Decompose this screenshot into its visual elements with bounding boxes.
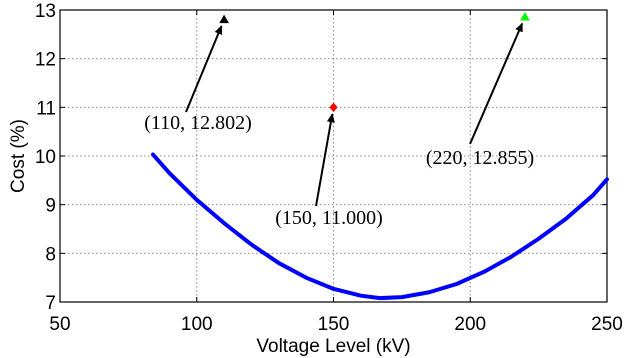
data-point-marker [520, 12, 530, 21]
x-tick-label: 200 [454, 314, 486, 335]
y-tick-label: 11 [36, 98, 56, 119]
x-tick-label: 50 [49, 314, 70, 335]
y-tick-label: 12 [35, 50, 56, 71]
series-layer [150, 152, 609, 301]
y-tick-label: 8 [45, 244, 56, 265]
x-tick-label: 250 [591, 314, 623, 335]
y-tick-label: 7 [45, 293, 56, 314]
cost-curve-line [150, 152, 609, 301]
x-tick-label: 150 [318, 314, 350, 335]
annotation-layer: (110, 12.802) (150, 11.000) (220, 12.855) [144, 12, 534, 229]
axis-ticks: 50 100 150 200 250 7 8 9 10 11 12 13 [35, 1, 623, 335]
data-point-label: (110, 12.802) [144, 112, 252, 134]
annotation-arrow [185, 25, 223, 113]
y-tick-label: 10 [35, 147, 56, 168]
y-tick-label: 13 [35, 1, 56, 22]
data-point-marker [219, 14, 229, 24]
x-tick-label: 100 [181, 314, 213, 335]
y-axis-label: Cost (%) [8, 119, 29, 193]
x-axis-label: Voltage Level (kV) [256, 336, 410, 357]
data-point-label: (150, 11.000) [275, 207, 383, 229]
annotation-arrow [315, 113, 335, 207]
annotation-arrow [469, 22, 524, 145]
y-tick-label: 9 [45, 196, 56, 217]
data-point-marker [329, 102, 338, 113]
data-point-label: (220, 12.855) [426, 147, 534, 169]
